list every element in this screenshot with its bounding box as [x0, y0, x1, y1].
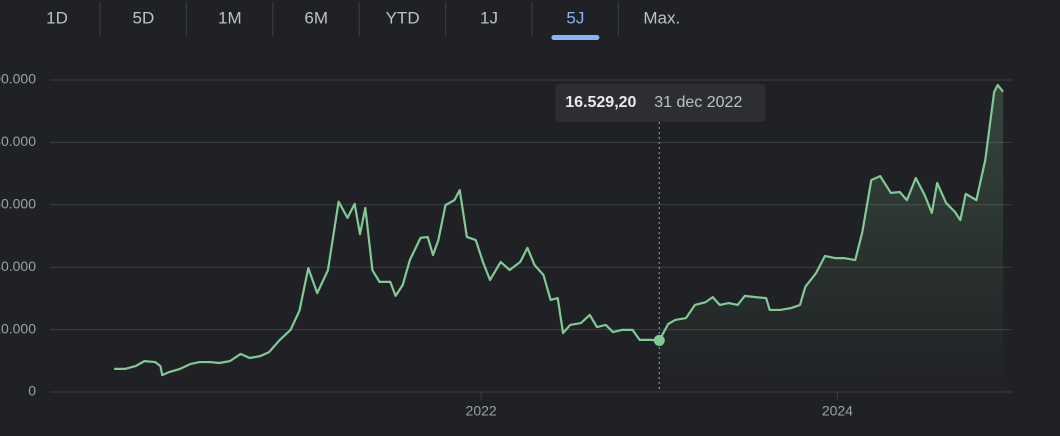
y-tick-label: 0: [28, 383, 36, 399]
tab[interactable]: 1M: [218, 8, 242, 27]
tab[interactable]: 1D: [46, 8, 68, 27]
tooltip-value: 16.529,20: [565, 94, 636, 111]
y-tick-label: 20.000: [0, 320, 36, 336]
tab[interactable]: YTD: [386, 8, 420, 27]
y-tick-label: 40.000: [0, 258, 36, 274]
y-tick-label: 100.000: [0, 71, 36, 87]
plot: 0 20.000 40.000 60.000 80.000 100.000 2022 2024…: [0, 71, 1012, 419]
tooltip: [555, 84, 766, 122]
price-line: [114, 83, 1004, 377]
y-tick-label: 80.000: [0, 133, 36, 149]
tab[interactable]: Max.: [643, 8, 680, 27]
area-shade: [659, 84, 1004, 392]
tooltip-date: 31 dec 2022: [654, 94, 742, 111]
range-tabs: 1D 5D 1M 6M YTD 1J 5J Max.: [46, 2, 680, 40]
hover-dot: [653, 334, 665, 346]
x-tick-label: 2022: [466, 403, 497, 419]
tab[interactable]: 5J: [566, 8, 584, 27]
tab[interactable]: 1J: [480, 8, 498, 27]
tab[interactable]: 6M: [304, 8, 328, 27]
tab-indicator: [551, 35, 600, 40]
x-tick-label: 2024: [822, 403, 853, 419]
y-tick-label: 60.000: [0, 196, 36, 212]
tab[interactable]: 5D: [133, 8, 155, 27]
